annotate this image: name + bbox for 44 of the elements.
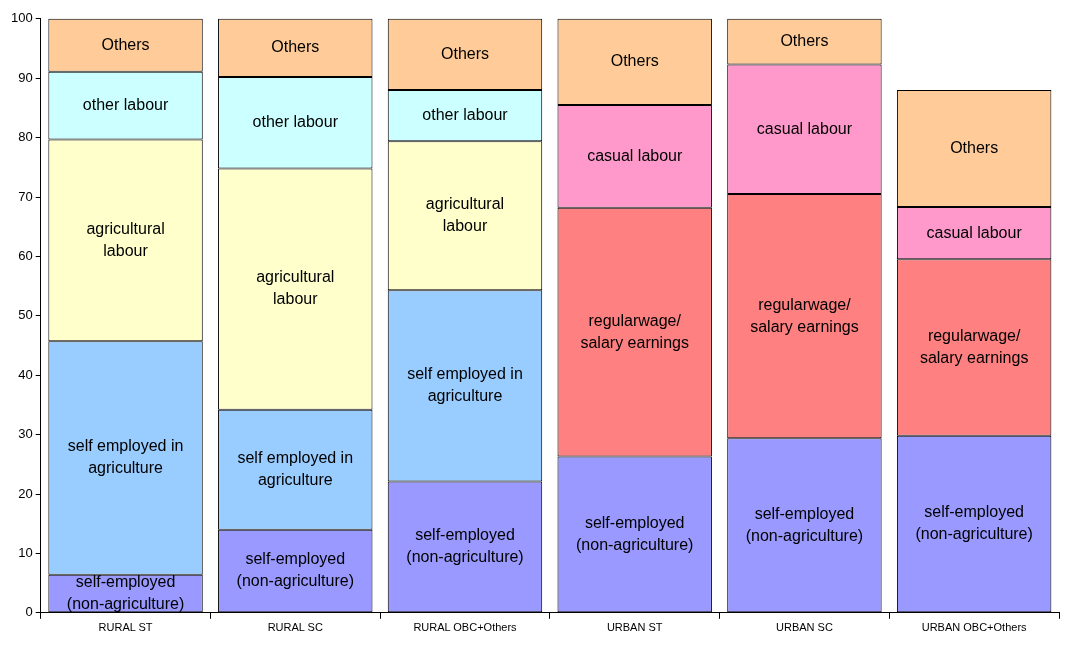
- text: Others: [101, 35, 150, 53]
- x-tick-label: RURAL OBC+Others: [413, 621, 518, 634]
- series-label: regularwage/ salary earnings: [919, 326, 1029, 366]
- y-tick-label: 30: [18, 426, 33, 442]
- series-label: agricultural labour: [256, 268, 335, 308]
- y-tick-label: 100: [10, 10, 33, 26]
- text: agricultural labour: [86, 219, 165, 259]
- text: other labour: [82, 95, 169, 113]
- text: Others: [440, 44, 489, 62]
- x-tick-label: RURAL SC: [267, 621, 323, 634]
- x-tick-label: RURAL ST: [98, 621, 153, 634]
- series-label: other labour: [422, 106, 509, 124]
- y-tick-label: 90: [18, 69, 33, 85]
- series-label: Others: [780, 32, 829, 50]
- x-tick-label: URBAN ST: [606, 621, 663, 634]
- series-label: self-employed (non-agriculture): [66, 572, 185, 612]
- text: self employed in agriculture: [407, 365, 523, 405]
- series-label: self employed in agriculture: [237, 449, 354, 489]
- text: other labour: [252, 113, 338, 131]
- text: self-employed (non-agriculture): [576, 513, 694, 553]
- text: casual labour: [587, 146, 683, 164]
- y-tick-label: 20: [18, 485, 33, 501]
- y-tick-label: 10: [18, 544, 33, 560]
- x-tick-label: URBAN SC: [776, 621, 833, 634]
- text: regularwage/ salary earnings: [580, 311, 689, 351]
- y-tick-label: 80: [18, 129, 33, 145]
- y-tick-label: 60: [18, 247, 33, 263]
- text: self-employed (non-agriculture): [236, 550, 354, 590]
- text: Others: [950, 139, 999, 156]
- text: regularwage/ salary earnings: [750, 295, 859, 335]
- text: self-employed (non-agriculture): [745, 504, 864, 544]
- text: self-employed (non-agriculture): [915, 503, 1033, 543]
- series-label: casual labour: [926, 223, 1023, 241]
- y-tick-label: 0: [25, 604, 33, 620]
- text: self-employed (non-agriculture): [406, 526, 524, 566]
- text: Others: [271, 38, 320, 56]
- x-tick-label: URBAN OBC+Others: [921, 621, 1028, 634]
- y-tick-label: 40: [18, 366, 33, 382]
- y-tick-label: 70: [18, 188, 33, 204]
- text: Others: [610, 52, 659, 70]
- text: agricultural labour: [425, 195, 505, 235]
- text: self employed in agriculture: [67, 437, 184, 477]
- text: casual labour: [756, 119, 853, 137]
- y-tick-label: 50: [18, 307, 33, 323]
